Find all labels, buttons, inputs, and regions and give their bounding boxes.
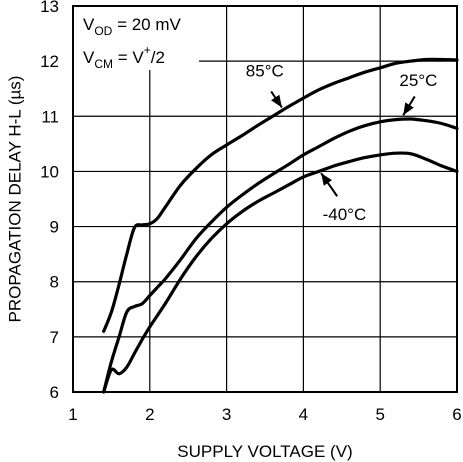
annotation-arrowhead — [403, 102, 414, 116]
y-tick-label: 13 — [40, 0, 59, 16]
y-tick-label: 10 — [40, 162, 59, 181]
plot-frame — [72, 5, 458, 393]
series-layer — [102, 57, 459, 394]
x-tick-label: 6 — [452, 405, 461, 424]
series-line — [102, 57, 459, 333]
conditions-box — [74, 7, 199, 70]
x-tick-label: 4 — [299, 405, 308, 424]
y-axis-title: PROPAGATION DELAY H-L (µs) — [5, 76, 24, 323]
y-tick-label: 6 — [50, 383, 59, 402]
x-tick-label: 2 — [145, 405, 154, 424]
condition-vod: VOD = 20 mV — [83, 15, 182, 38]
y-tick-label: 12 — [40, 52, 59, 71]
y-tick-label: 9 — [50, 218, 59, 237]
y-tick-label: 8 — [50, 273, 59, 292]
annotation-arrowhead — [271, 94, 282, 108]
x-tick-label: 5 — [375, 405, 384, 424]
x-tick-label: 3 — [222, 405, 231, 424]
annotation-layer: 85°C 25°C -40°C — [246, 62, 438, 224]
y-tick-label: 11 — [41, 107, 59, 126]
annotation-label: -40°C — [323, 205, 367, 224]
x-tick-label: 1 — [68, 405, 77, 424]
annotation-label: 85°C — [246, 62, 284, 81]
y-tick-label: 7 — [50, 328, 59, 347]
condition-vcm: VCM = V+/2 — [83, 43, 165, 71]
series-line — [102, 117, 459, 394]
annotation-label: 25°C — [399, 71, 437, 90]
series-line — [102, 151, 459, 394]
x-axis-title: SUPPLY VOLTAGE (V) — [177, 442, 352, 461]
annotation-arrowhead — [321, 173, 333, 186]
